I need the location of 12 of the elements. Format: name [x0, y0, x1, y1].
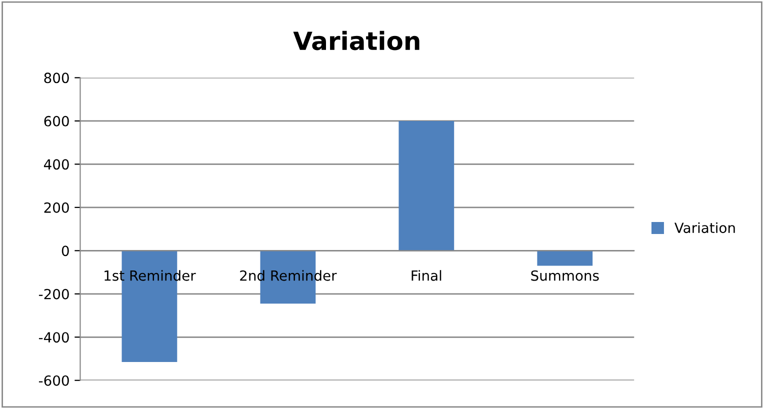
x-tick-label: Final	[412, 270, 442, 281]
x-tick-label: Summons	[531, 270, 599, 281]
y-tick-label: -400	[38, 332, 69, 343]
y-tick-label: 0	[62, 246, 69, 256]
y-tick-label: 400	[44, 159, 69, 170]
y-tick-label: -200	[38, 288, 69, 300]
y-tick-label: 800	[44, 72, 69, 84]
y-tick-label: -600	[38, 375, 69, 386]
y-tick-label: 200	[44, 202, 69, 213]
chart-title: Variation	[293, 30, 420, 50]
legend-label: Variation	[674, 222, 735, 234]
y-tick-label: 600	[44, 116, 69, 126]
